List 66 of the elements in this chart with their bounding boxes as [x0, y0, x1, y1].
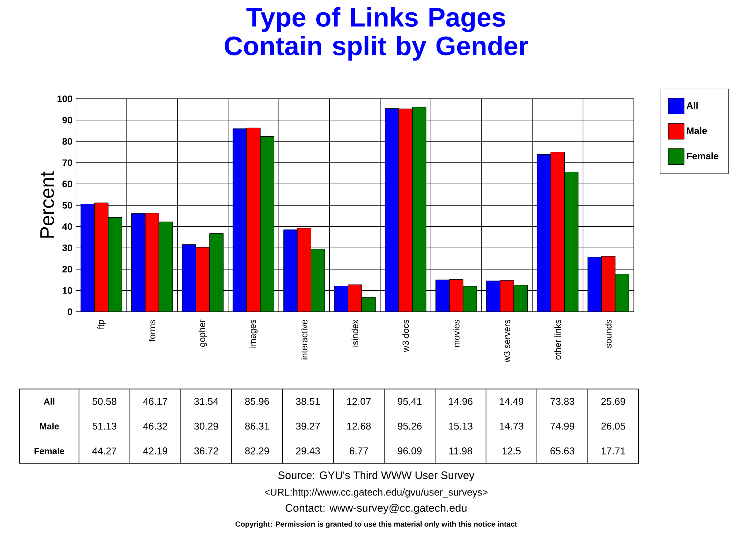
data-label: 96.09 — [398, 448, 422, 455]
data-label: 36.72 — [194, 448, 218, 455]
x-tick-label: sounds — [605, 320, 612, 348]
data-label: 50.58 — [92, 398, 117, 406]
data-label: 14.73 — [500, 423, 524, 430]
data-label: 6.77 — [350, 448, 368, 455]
data-label: 65.63 — [550, 448, 574, 455]
y-axis-title: Percent — [40, 172, 54, 238]
y-tick-label: 100 — [58, 96, 72, 102]
y-tick-label: 30 — [62, 244, 72, 252]
data-label: 11.98 — [450, 448, 472, 455]
data-label: 31.54 — [194, 398, 218, 406]
data-label: 39.27 — [296, 423, 320, 430]
x-tick-label: ftp — [97, 320, 106, 330]
data-label: 95.26 — [398, 423, 422, 430]
legend-label: Male — [687, 128, 708, 134]
x-tick-label: gopher — [198, 320, 208, 348]
chart-title: Type of Links Pages Contain split by Gender — [225, 8, 528, 62]
source-note: Source: GYU's Third WWW User Survey — [278, 472, 475, 482]
legend-label: Female — [687, 152, 719, 160]
data-label: 30.29 — [194, 423, 218, 430]
y-tick-label: 90 — [62, 117, 72, 124]
data-label: 85.96 — [245, 398, 270, 406]
y-tick-label: 10 — [62, 288, 72, 294]
x-tick-label: w3 docs — [402, 320, 410, 352]
x-tick-label: isindex — [352, 320, 358, 347]
data-label: 12.5 — [502, 448, 521, 455]
text: Male — [40, 423, 60, 430]
x-tick-label: movies — [453, 320, 460, 348]
y-tick-label: 70 — [62, 160, 72, 166]
data-label: 26.05 — [602, 423, 626, 430]
data-label: 15.13 — [449, 423, 473, 430]
x-tick-label: w3 servers — [504, 320, 510, 363]
legend-label: All — [686, 102, 698, 110]
data-label: 14.96 — [449, 398, 473, 406]
data-label: 38.51 — [296, 398, 320, 406]
x-tick-label: forms — [149, 320, 156, 342]
data-label: 82.29 — [245, 448, 270, 455]
data-label: 17.71 — [602, 448, 626, 455]
data-label: 73.83 — [550, 398, 574, 406]
data-label: 25.69 — [602, 398, 626, 406]
x-tick-label: interactive — [301, 320, 308, 360]
data-label: 51.13 — [92, 423, 117, 430]
y-tick-label: 50 — [62, 202, 72, 209]
text: Contact: www-survey@cc.gatech.edu — [286, 504, 467, 514]
y-tick-label: 0 — [68, 308, 72, 316]
data-label: 12.07 — [347, 398, 371, 406]
data-label: 86.31 — [245, 423, 270, 430]
text: Female — [34, 448, 65, 455]
text: All — [44, 398, 55, 405]
data-label: 12.68 — [347, 423, 371, 430]
y-tick-label: 60 — [62, 181, 72, 188]
x-tick-label: other links — [554, 320, 562, 360]
y-tick-label: 20 — [62, 266, 72, 273]
data-label: 46.32 — [143, 423, 168, 430]
data-label: 95.41 — [398, 398, 422, 406]
data-label: 74.99 — [550, 423, 574, 430]
data-label: 46.17 — [143, 398, 168, 406]
data-label: 44.27 — [92, 448, 117, 455]
data-label: 42.19 — [143, 448, 168, 455]
text: <URL:http://www.cc.gatech.edu/gvu/user_surveys> — [264, 488, 488, 498]
y-tick-label: 40 — [62, 224, 72, 230]
data-label: 29.43 — [296, 448, 320, 455]
x-tick-label: images — [250, 320, 258, 348]
y-tick-label: 80 — [62, 138, 72, 146]
data-label: 14.49 — [500, 398, 524, 406]
